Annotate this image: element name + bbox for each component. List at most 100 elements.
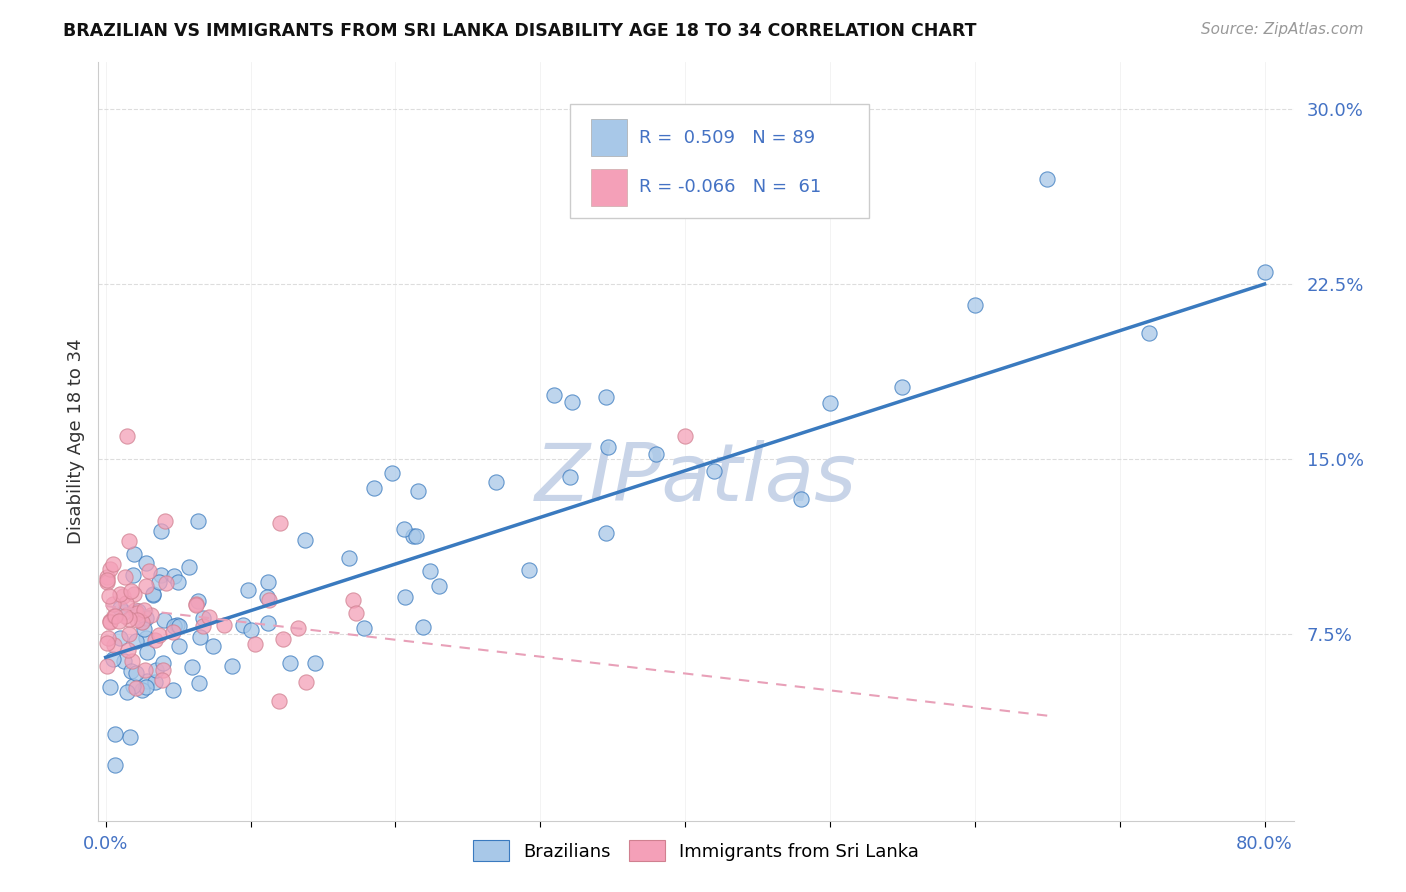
Point xyxy=(167,575,190,590)
Point xyxy=(148,628,170,642)
Point xyxy=(143,674,166,689)
Point xyxy=(412,620,434,634)
Point xyxy=(245,637,267,651)
Y-axis label: Disability Age 18 to 34: Disability Age 18 to 34 xyxy=(66,339,84,544)
Point xyxy=(136,674,159,689)
Point xyxy=(122,587,145,601)
Point xyxy=(1253,265,1275,279)
Point xyxy=(353,621,375,635)
Point xyxy=(162,625,184,640)
Point xyxy=(187,514,209,528)
Point xyxy=(127,604,149,618)
Point xyxy=(232,618,254,632)
Point xyxy=(108,601,131,615)
Point xyxy=(121,654,143,668)
Point xyxy=(112,654,135,668)
Point xyxy=(295,675,318,690)
Point xyxy=(401,529,423,543)
Point xyxy=(135,579,157,593)
Point xyxy=(101,557,124,571)
Point xyxy=(198,610,221,624)
Point xyxy=(117,642,139,657)
Point xyxy=(122,547,145,561)
Text: R = -0.066   N =  61: R = -0.066 N = 61 xyxy=(638,178,821,196)
Point xyxy=(134,622,156,636)
Point xyxy=(427,579,450,593)
Point xyxy=(149,524,172,539)
Point xyxy=(118,534,141,549)
Point xyxy=(162,682,184,697)
Point xyxy=(167,639,190,653)
Point xyxy=(108,587,131,601)
Point xyxy=(191,619,214,633)
Point xyxy=(96,570,118,584)
Text: BRAZILIAN VS IMMIGRANTS FROM SRI LANKA DISABILITY AGE 18 TO 34 CORRELATION CHART: BRAZILIAN VS IMMIGRANTS FROM SRI LANKA D… xyxy=(63,22,977,40)
Point xyxy=(558,470,581,484)
Point xyxy=(596,440,619,454)
Point xyxy=(155,514,177,528)
Point xyxy=(108,614,131,628)
Point xyxy=(1036,172,1059,186)
Point xyxy=(96,658,118,673)
Point xyxy=(517,564,540,578)
Point xyxy=(236,583,259,598)
Point xyxy=(103,609,125,624)
Point xyxy=(118,612,141,626)
Text: R =  0.509   N = 89: R = 0.509 N = 89 xyxy=(638,128,814,146)
Point xyxy=(124,602,146,616)
Point xyxy=(163,568,186,582)
Point xyxy=(96,573,118,587)
Point xyxy=(188,675,211,690)
Point xyxy=(256,590,278,604)
Point xyxy=(405,528,427,542)
Point xyxy=(114,569,136,583)
Text: Source: ZipAtlas.com: Source: ZipAtlas.com xyxy=(1201,22,1364,37)
Point xyxy=(673,428,696,442)
Point xyxy=(125,613,148,627)
Point xyxy=(98,615,121,629)
Point xyxy=(703,464,725,478)
Point xyxy=(201,639,224,653)
Point xyxy=(406,484,429,499)
Point xyxy=(257,615,280,630)
Point xyxy=(120,583,142,598)
Point xyxy=(166,618,188,632)
Point xyxy=(135,681,157,695)
FancyBboxPatch shape xyxy=(591,169,627,205)
Point xyxy=(392,522,415,536)
FancyBboxPatch shape xyxy=(571,104,869,218)
Point xyxy=(131,615,153,629)
Point xyxy=(96,635,118,649)
Point xyxy=(645,447,668,461)
Point xyxy=(142,587,165,601)
Point xyxy=(394,590,416,604)
Point xyxy=(125,634,148,648)
Point xyxy=(120,664,142,678)
Point xyxy=(155,576,177,591)
Point xyxy=(104,608,127,623)
Point xyxy=(485,475,508,489)
Point xyxy=(125,665,148,680)
Point xyxy=(117,627,139,641)
Point xyxy=(256,574,278,589)
Point xyxy=(221,659,243,673)
Point xyxy=(269,516,291,530)
Point xyxy=(111,590,134,604)
Point xyxy=(287,622,309,636)
Point xyxy=(267,694,290,708)
Point xyxy=(294,533,316,547)
Point xyxy=(132,603,155,617)
Point xyxy=(103,757,125,772)
Point xyxy=(134,631,156,645)
Point xyxy=(124,681,146,696)
Legend: Brazilians, Immigrants from Sri Lanka: Brazilians, Immigrants from Sri Lanka xyxy=(465,833,927,869)
Point xyxy=(339,550,361,565)
Point xyxy=(818,396,841,410)
Point xyxy=(212,618,235,632)
Point xyxy=(120,730,142,744)
Point xyxy=(257,593,280,607)
Point xyxy=(181,659,204,673)
Point xyxy=(100,614,122,628)
Point xyxy=(143,632,166,647)
Point xyxy=(103,639,125,653)
